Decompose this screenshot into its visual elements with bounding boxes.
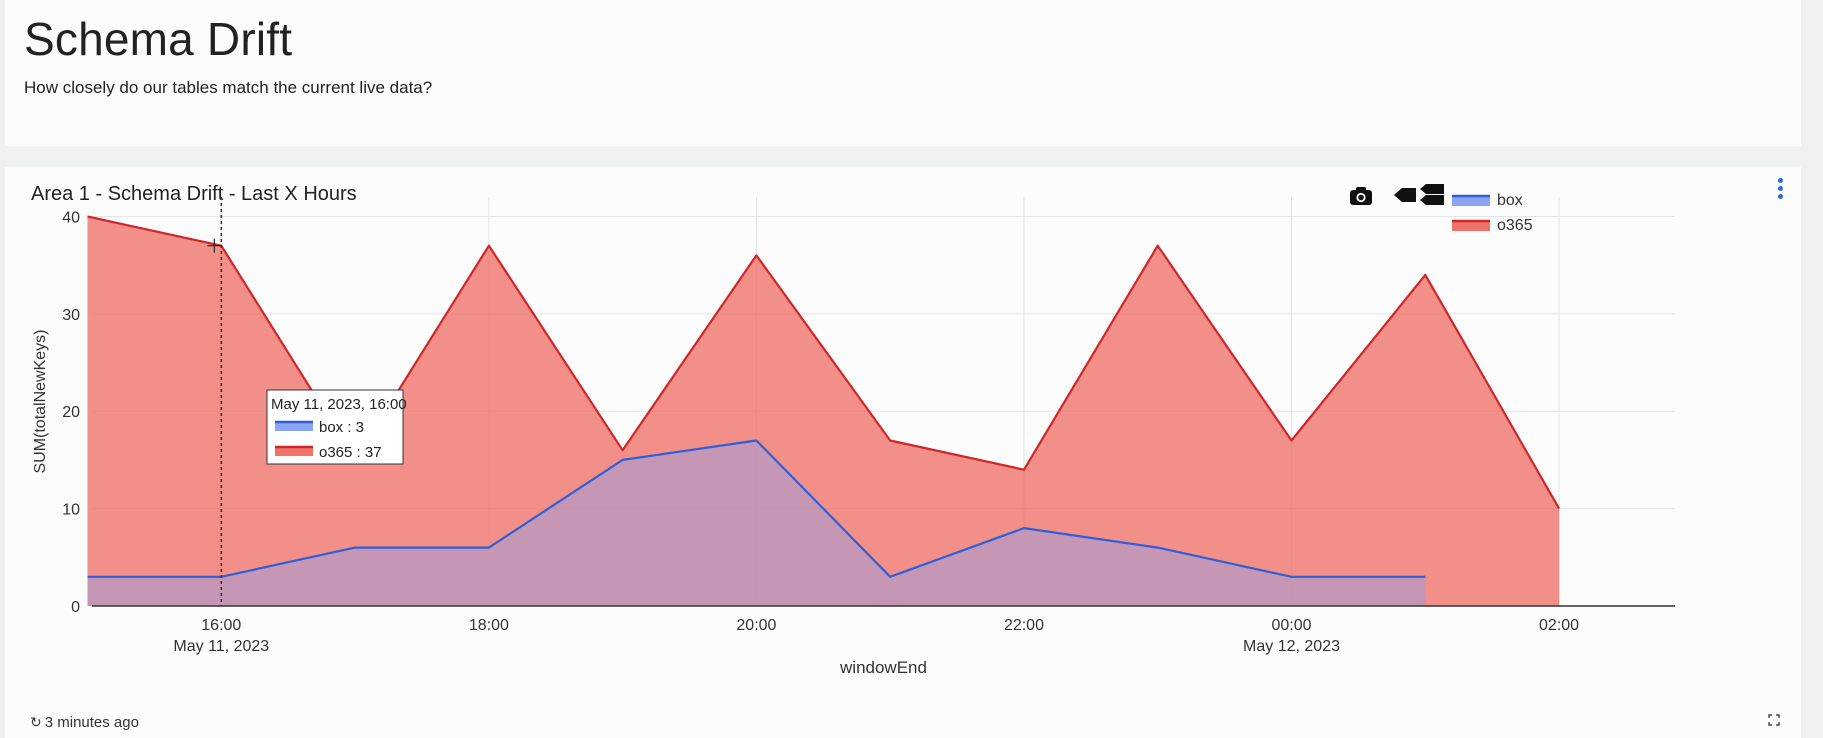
kebab-menu-icon[interactable] (1774, 178, 1786, 204)
y-tick-label: 40 (62, 209, 80, 226)
x-tick-label: 18:00 (469, 617, 509, 634)
expand-icon[interactable] (1768, 714, 1780, 726)
legend: box o365 (1452, 192, 1533, 234)
y-tick-label: 20 (62, 404, 80, 421)
tooltip-header: May 11, 2023, 16:00 (271, 396, 407, 413)
refresh-status[interactable]: ↻ 3 minutes ago (30, 714, 139, 731)
legend-item-box[interactable]: box (1452, 192, 1523, 209)
tooltip-row-o365: o365 : 37 (319, 444, 382, 461)
x-tick-label: 16:00 (201, 617, 241, 634)
series-line-box (87, 439, 1426, 578)
legend-swatch-o365 (1452, 221, 1490, 231)
hover-layer (207, 197, 223, 606)
x-tick-sublabel: May 11, 2023 (173, 638, 269, 655)
x-tick-label: 22:00 (1004, 617, 1044, 634)
tooltip-row-box: box : 3 (319, 419, 364, 436)
y-tick-label: 30 (62, 307, 80, 324)
y-tick-label: 10 (62, 502, 80, 519)
y-axis-label: SUM(totalNewKeys) (32, 329, 49, 473)
tooltip-swatch-o365 (275, 447, 313, 456)
area-series-layer (87, 215, 1561, 606)
compare-hover-icon[interactable] (1394, 188, 1416, 202)
x-tick-label: 02:00 (1539, 617, 1579, 634)
area-fill-box (87, 440, 1426, 606)
refresh-icon: ↻ (30, 714, 42, 730)
axes: 0 10 20 30 40 16:00 May 11, 2023 18:00 20:00 22:0… (32, 209, 1675, 677)
y-tick-label: 0 (71, 599, 80, 616)
panel-title: Area 1 - Schema Drift - Last X Hours (31, 183, 357, 205)
area-fill-o365 (87, 216, 1560, 606)
chart-panel: Area 1 - Schema Drift - Last X Hours 0 10… (5, 167, 1801, 738)
tooltip-swatch-box (275, 422, 313, 431)
x-tick-label: 20:00 (736, 617, 776, 634)
x-tick-sublabel: May 12, 2023 (1243, 638, 1340, 655)
closest-hover-icon[interactable] (1420, 184, 1444, 205)
crosshair-cursor-icon (207, 238, 222, 253)
camera-icon[interactable] (1350, 187, 1372, 205)
x-tick-label: 00:00 (1271, 617, 1311, 634)
page-title: Schema Drift (24, 13, 293, 65)
hover-tooltip: May 11, 2023, 16:00 box : 3 o365 : 37 (266, 389, 407, 465)
page-subtitle: How closely do our tables match the curr… (24, 78, 433, 97)
x-axis-label: windowEnd (839, 658, 927, 677)
legend-label-o365: o365 (1497, 217, 1533, 234)
legend-item-o365[interactable]: o365 (1452, 217, 1533, 234)
legend-label-box: box (1497, 192, 1523, 209)
refresh-text: 3 minutes ago (44, 714, 139, 731)
legend-swatch-box (1452, 196, 1490, 206)
header-card: Schema Drift How closely do our tables m… (5, 0, 1801, 146)
area-chart: 0 10 20 30 40 16:00 May 11, 2023 18:00 20:00 22:0… (32, 184, 1675, 677)
modebar (1350, 184, 1444, 205)
